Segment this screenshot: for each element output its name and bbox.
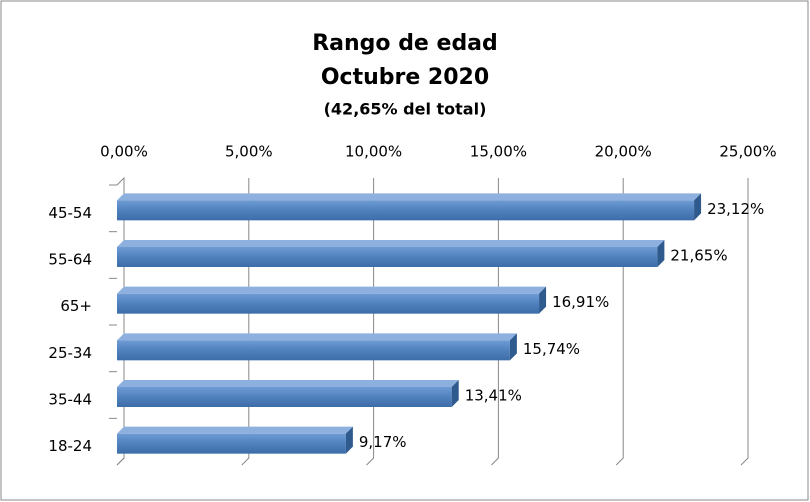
value-label: 13,41% — [465, 387, 522, 405]
x-tick-label: 25,00% — [719, 143, 776, 161]
value-label: 23,12% — [707, 200, 764, 218]
y-tick-label: 65+ — [60, 297, 92, 315]
chart-subtitle: (42,65% del total) — [324, 100, 487, 119]
x-tick-label: 0,00% — [100, 143, 148, 161]
bar-top — [117, 240, 665, 247]
bar — [117, 433, 346, 454]
bar-top — [117, 333, 517, 341]
bar-side — [539, 286, 547, 314]
chart-title: Rango de edad — [312, 31, 498, 56]
bar — [117, 340, 510, 361]
x-tick-label: 10,00% — [345, 143, 402, 161]
y-tick-label: 25-34 — [48, 344, 92, 362]
bar-top — [117, 193, 702, 201]
x-tick-label: 15,00% — [470, 143, 527, 161]
bar-side — [451, 380, 459, 407]
bar-top — [117, 380, 459, 387]
value-label: 15,74% — [523, 340, 580, 358]
grid-line — [241, 178, 250, 466]
value-label: 21,65% — [670, 247, 727, 265]
grid-line — [615, 178, 624, 466]
bar — [117, 387, 452, 407]
bar — [117, 293, 540, 314]
grid-line — [740, 178, 749, 466]
grid-line — [366, 178, 375, 466]
bar-top — [117, 426, 353, 434]
bar-side — [509, 333, 517, 361]
bar — [117, 247, 658, 267]
grid-line — [491, 178, 499, 466]
bar-top — [117, 286, 547, 294]
bar-side — [694, 193, 702, 221]
bar — [117, 200, 695, 221]
bar-side — [345, 426, 353, 454]
y-tick-label: 35-44 — [48, 391, 92, 409]
y-tick-label: 45-54 — [48, 204, 92, 222]
bar-side — [657, 240, 665, 267]
x-tick-label: 5,00% — [225, 143, 273, 161]
x-tick-label: 20,00% — [595, 143, 652, 161]
grid-line — [116, 178, 125, 466]
y-tick-label: 55-64 — [48, 251, 92, 269]
value-label: 9,17% — [359, 433, 407, 451]
chart-title: Octubre 2020 — [321, 65, 489, 90]
y-tick-label: 18-24 — [48, 437, 92, 455]
value-label: 16,91% — [552, 293, 609, 311]
